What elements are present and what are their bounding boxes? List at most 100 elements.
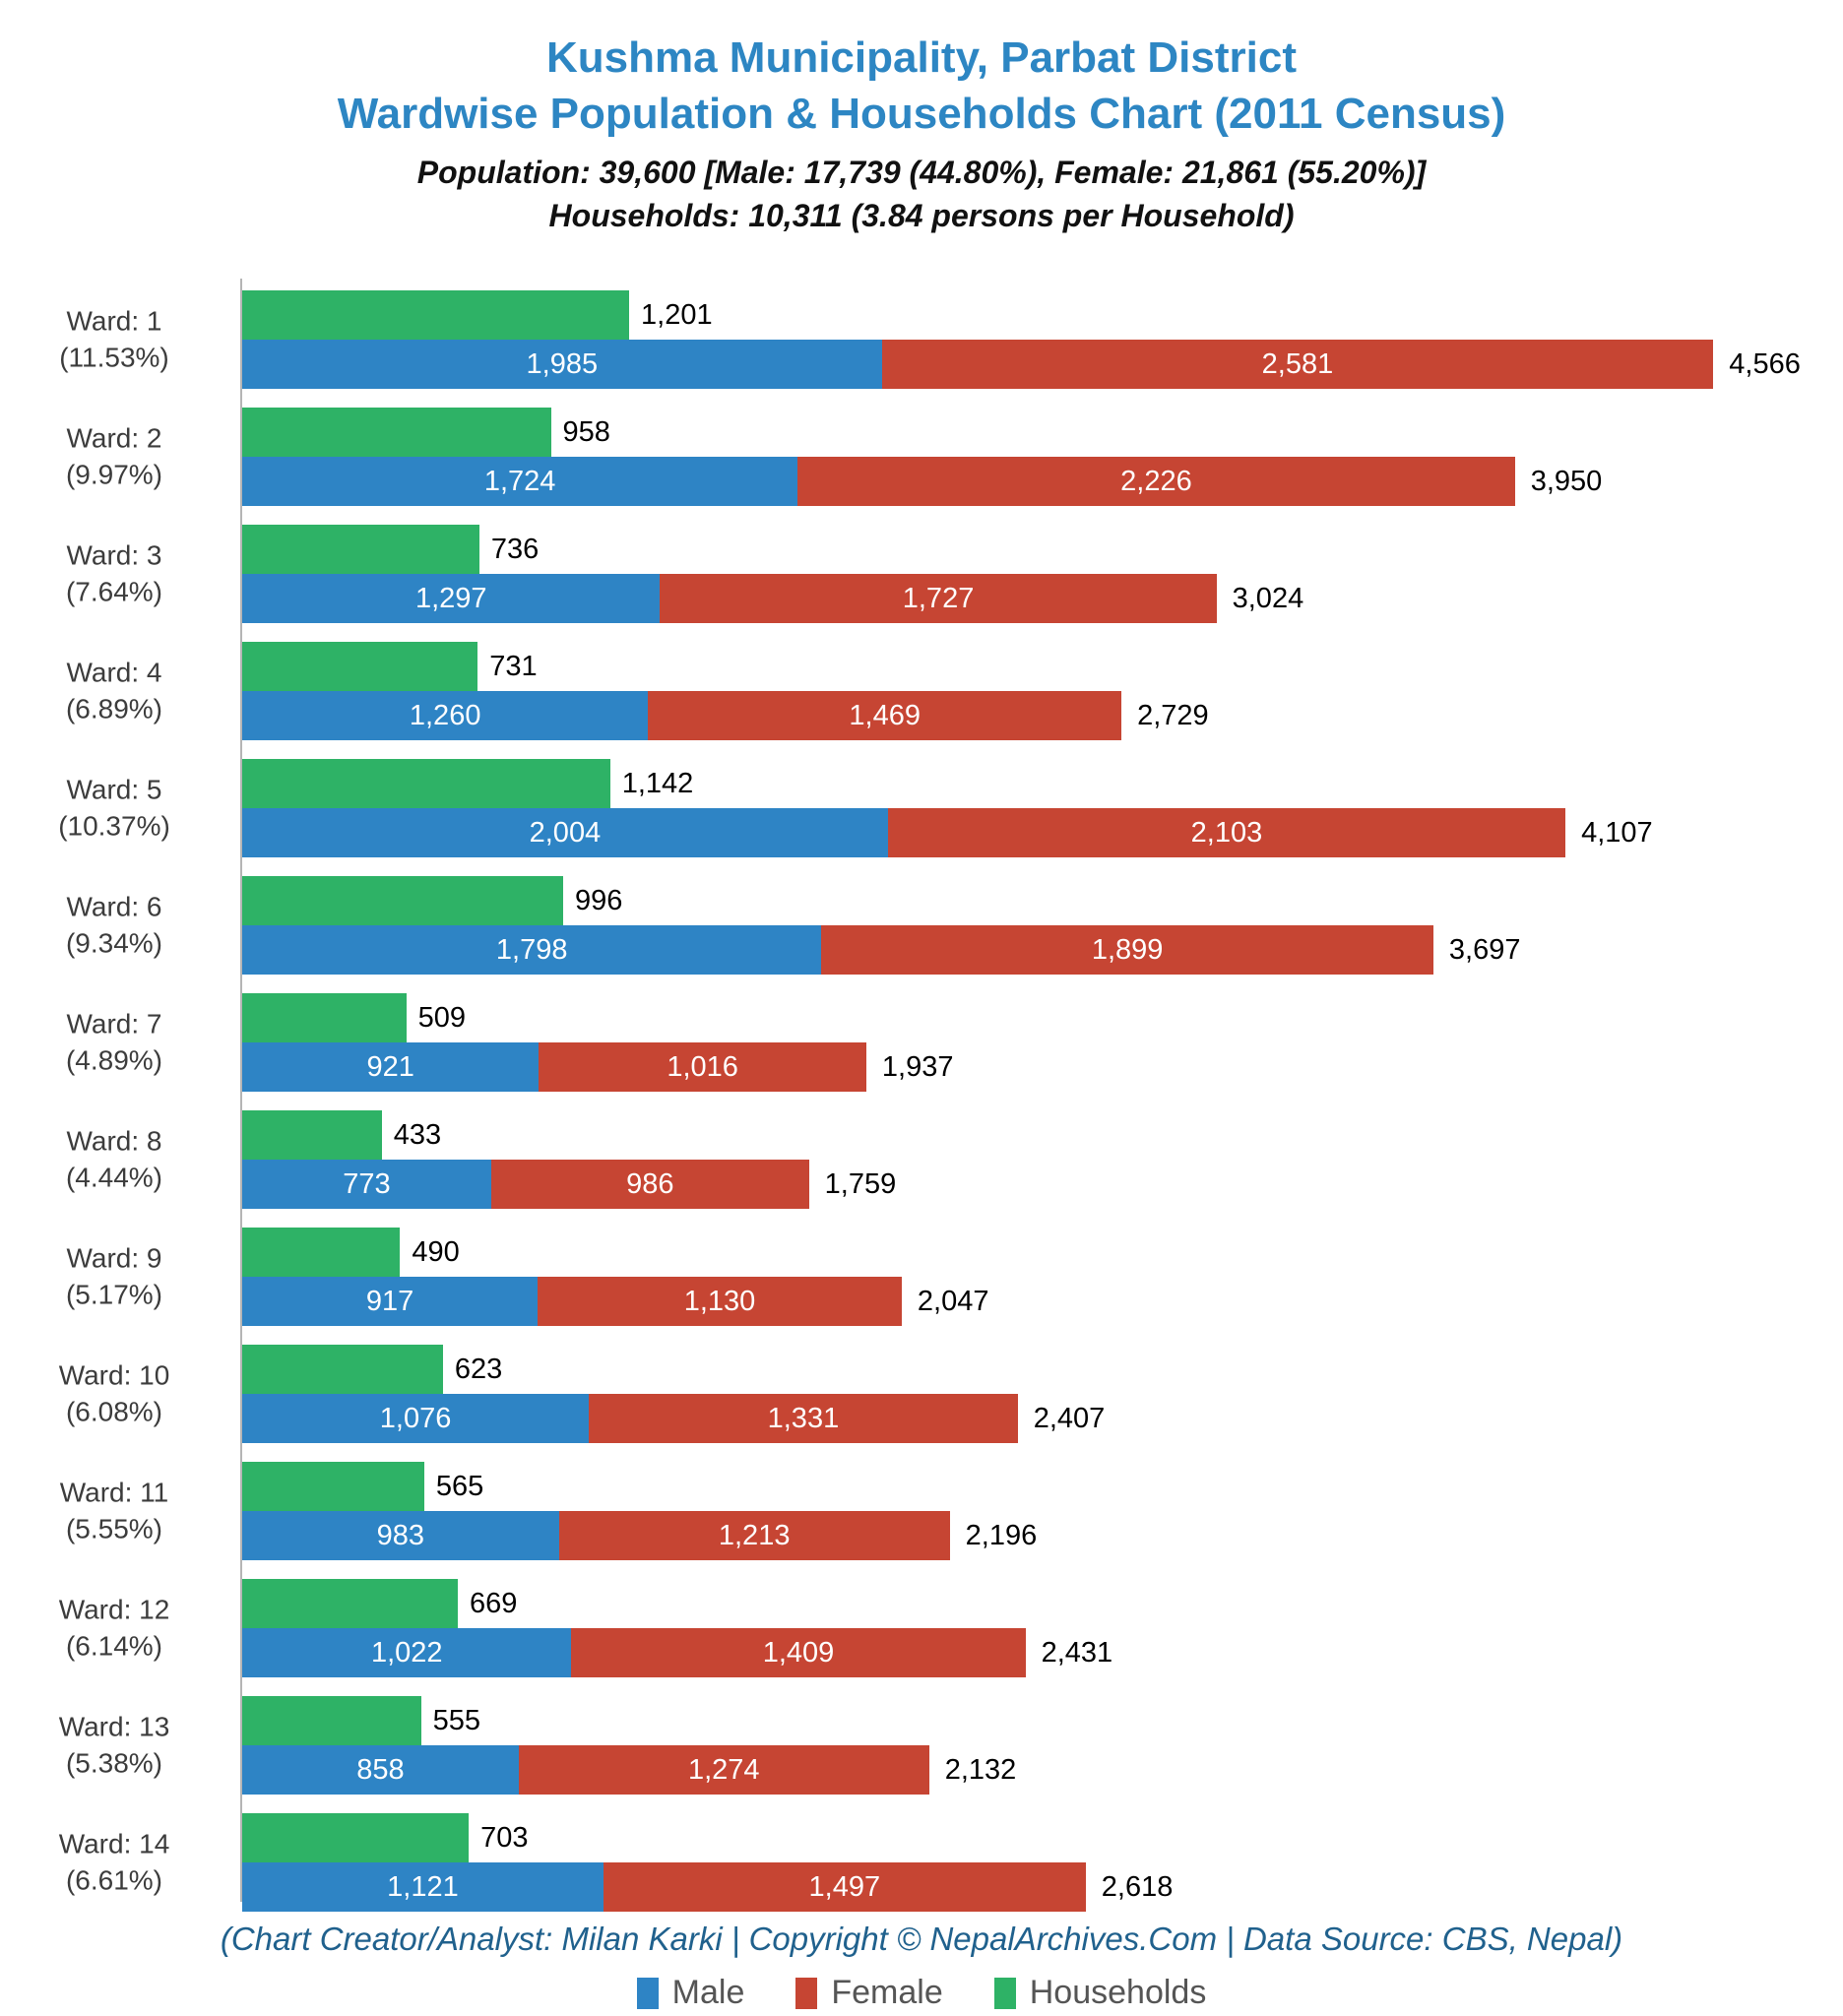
ward-row: Ward: 10 (6.08%) 623 1,076 1,331 2,407 [59, 1345, 1843, 1444]
female-bar-segment: 1,016 [539, 1042, 866, 1093]
total-value-label: 3,950 [1530, 465, 1603, 497]
ward-label-name: Ward: 6 [66, 892, 162, 923]
female-value-label: 1,409 [762, 1636, 835, 1669]
female-value-label: 1,331 [767, 1402, 840, 1434]
ward-label: Ward: 2 (9.97%) [0, 421, 228, 493]
population-row: 1,724 2,226 3,950 [242, 457, 1843, 507]
households-row: 509 [242, 993, 1843, 1043]
ward-label-percent: (10.37%) [58, 810, 170, 842]
ward-row: Ward: 9 (5.17%) 490 917 1,130 2,047 [66, 1228, 1843, 1327]
total-value-label: 2,729 [1137, 699, 1209, 731]
ward-row: Ward: 4 (6.89%) 731 1,260 1,469 2,729 [66, 642, 1843, 741]
households-value-label: 555 [432, 1704, 481, 1736]
total-value-label: 2,407 [1033, 1402, 1106, 1434]
male-value-label: 1,260 [409, 699, 481, 731]
population-row: 917 1,130 2,047 [242, 1277, 1843, 1327]
ward-row: Ward: 1 (11.53%) 1,201 1,985 2,581 4,566 [59, 290, 1843, 390]
households-row: 958 [242, 408, 1843, 458]
ward-label: Ward: 12 (6.14%) [0, 1593, 228, 1665]
chart-title: Kushma Municipality, Parbat District War… [0, 0, 1843, 142]
male-value-label: 1,121 [387, 1870, 459, 1903]
population-row: 1,022 1,409 2,431 [242, 1628, 1843, 1678]
female-value-label: 1,469 [849, 699, 921, 731]
households-row: 731 [242, 642, 1843, 692]
ward-row: Ward: 11 (5.55%) 565 983 1,213 2,196 [60, 1462, 1843, 1561]
male-value-label: 858 [356, 1753, 405, 1786]
total-value-label: 3,024 [1232, 582, 1304, 614]
male-bar-segment: 921 [242, 1042, 540, 1093]
ward-row: Ward: 13 (5.38%) 555 858 1,274 2,132 [59, 1696, 1843, 1796]
households-value-label: 703 [480, 1821, 529, 1854]
female-bar-segment: 1,497 [603, 1862, 1086, 1913]
ward-row: Ward: 8 (4.44%) 433 773 986 1,759 [66, 1110, 1843, 1210]
legend: Male Female Households [0, 1974, 1843, 2012]
ward-label: Ward: 7 (4.89%) [0, 1007, 228, 1079]
female-value-label: 2,226 [1120, 465, 1192, 497]
female-value-label: 1,899 [1091, 933, 1164, 966]
chart-subtitle-line1: Population: 39,600 [Male: 17,739 (44.80%… [416, 155, 1427, 191]
ward-label-percent: (6.89%) [65, 693, 163, 724]
households-value-label: 736 [490, 533, 540, 565]
y-axis-line [240, 279, 242, 1903]
households-value-label: 1,201 [641, 298, 713, 331]
ward-row: Ward: 14 (6.61%) 703 1,121 1,497 2,618 [59, 1813, 1843, 1913]
households-bar [242, 876, 563, 926]
female-bar-segment: 1,130 [538, 1277, 902, 1327]
households-row: 623 [242, 1345, 1843, 1395]
female-bar-segment: 1,899 [821, 925, 1433, 976]
ward-label-name: Ward: 9 [66, 1243, 162, 1275]
legend-label-female: Female [831, 1974, 943, 2012]
ward-row: Ward: 5 (10.37%) 1,142 2,004 2,103 4,107 [58, 759, 1843, 858]
households-row: 736 [242, 525, 1843, 575]
ward-label-percent: (9.34%) [65, 927, 163, 959]
female-value-label: 2,103 [1190, 816, 1263, 849]
ward-label-name: Ward: 4 [66, 658, 162, 689]
ward-label-name: Ward: 13 [58, 1712, 170, 1743]
male-bar-segment: 1,022 [242, 1628, 572, 1678]
male-value-label: 921 [366, 1050, 414, 1083]
ward-label-name: Ward: 11 [59, 1478, 169, 1509]
households-value-label: 509 [417, 1001, 466, 1034]
male-value-label: 1,985 [526, 347, 599, 380]
households-bar [242, 1462, 424, 1512]
female-bar-segment: 2,103 [887, 808, 1566, 858]
population-row: 1,076 1,331 2,407 [242, 1394, 1843, 1444]
households-bar [242, 525, 479, 575]
households-bar [242, 1696, 421, 1746]
households-value-label: 433 [393, 1118, 442, 1151]
male-bar-segment: 1,260 [242, 691, 649, 741]
female-value-label: 2,581 [1261, 347, 1334, 380]
male-value-label: 2,004 [529, 816, 602, 849]
male-bar-segment: 858 [242, 1745, 519, 1796]
households-value-label: 669 [469, 1587, 518, 1619]
ward-label-percent: (6.08%) [65, 1396, 163, 1427]
total-value-label: 1,759 [824, 1167, 897, 1200]
bar-chart: Ward: 1 (11.53%) 1,201 1,985 2,581 4,566 Ward:… [0, 279, 1843, 1913]
male-bar-segment: 917 [242, 1277, 539, 1327]
ward-row: Ward: 3 (7.64%) 736 1,297 1,727 3,024 [66, 525, 1843, 624]
male-bar-segment: 1,985 [242, 340, 882, 390]
population-row: 1,798 1,899 3,697 [242, 925, 1843, 976]
male-bar-segment: 1,076 [242, 1394, 590, 1444]
population-row: 1,297 1,727 3,024 [242, 574, 1843, 624]
legend-item-female: Female [795, 1974, 943, 2012]
legend-label-households: Households [1029, 1974, 1207, 2012]
ward-row: Ward: 2 (9.97%) 958 1,724 2,226 3,950 [66, 408, 1843, 507]
ward-label-percent: (6.61%) [65, 1864, 163, 1896]
population-row: 983 1,213 2,196 [242, 1511, 1843, 1561]
male-bar-segment: 983 [242, 1511, 559, 1561]
households-value-label: 731 [489, 650, 538, 682]
ward-label-percent: (5.55%) [65, 1513, 163, 1544]
households-row: 1,201 [242, 290, 1843, 341]
ward-label: Ward: 6 (9.34%) [0, 890, 228, 962]
ward-label-name: Ward: 7 [66, 1009, 162, 1040]
total-value-label: 2,618 [1101, 1870, 1174, 1903]
chart-title-line1: Kushma Municipality, Parbat District [545, 33, 1297, 82]
ward-label: Ward: 4 (6.89%) [0, 656, 228, 727]
ward-label-name: Ward: 1 [66, 306, 162, 338]
female-value-label: 986 [626, 1167, 674, 1200]
male-value-label: 1,022 [370, 1636, 443, 1669]
ward-label-name: Ward: 10 [58, 1360, 170, 1392]
households-bar [242, 1110, 382, 1161]
female-value-label: 1,130 [683, 1285, 756, 1317]
